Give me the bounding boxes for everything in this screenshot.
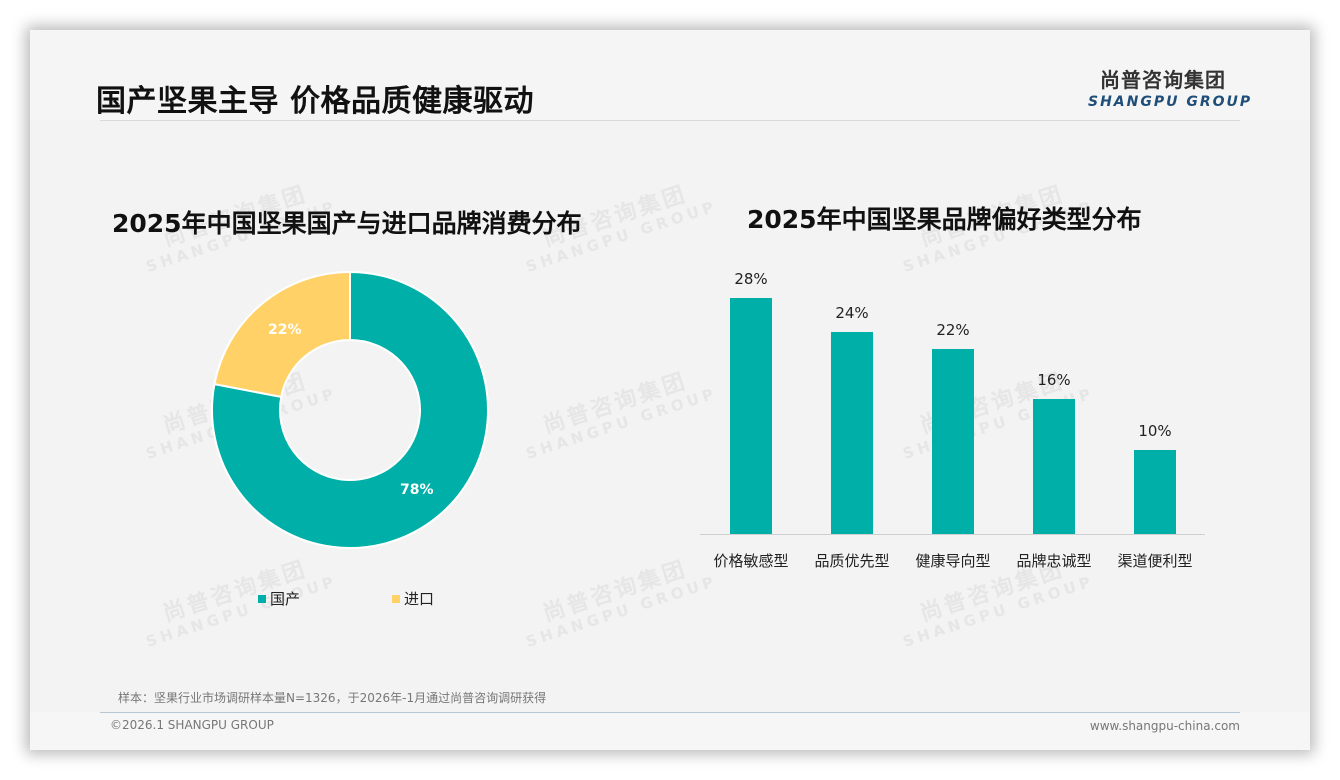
source-note: 样本：坚果行业市场调研样本量N=1326，于2026年-1月通过尚普咨询调研获得: [118, 691, 547, 705]
bar-category-label: 健康导向型: [915, 552, 991, 570]
header-band: [30, 30, 1310, 120]
bar-category-label: 品牌忠诚型: [1016, 552, 1092, 570]
bar-category-label: 渠道便利型: [1117, 552, 1193, 570]
donut-chart: [211, 270, 489, 549]
bar: [1134, 449, 1176, 534]
bar-value-label: 28%: [734, 269, 768, 288]
bar: [1033, 399, 1075, 534]
legend-swatch-teal: [258, 594, 266, 603]
bar-value-label: 24%: [835, 303, 869, 322]
slice-label-domestic: 78%: [400, 482, 434, 498]
slide: 尚普咨询集团 SHANGPU GROUP 尚普咨询集团 SHANGPU GROUP …: [30, 30, 1310, 750]
legend-item-imported: 进口: [392, 588, 434, 609]
donut-slice-0: [211, 270, 489, 549]
legend-label: 国产: [270, 590, 301, 608]
bar: [831, 331, 873, 534]
donut-slice-1: [213, 270, 351, 399]
footer-band: [30, 712, 1310, 750]
bar-value-label: 10%: [1138, 421, 1172, 440]
legend-item-domestic: 国产: [258, 588, 300, 609]
copyright-text: ©2026.1 SHANGPU GROUP: [110, 718, 274, 732]
bar: [730, 297, 772, 534]
bar-category-label: 价格敏感型: [713, 552, 789, 570]
donut-chart-title: 2025年中国坚果国产与进口品牌消费分布: [112, 209, 582, 238]
logo-cn-text: 尚普咨询集团: [1100, 68, 1226, 92]
bar: [932, 348, 974, 534]
page-title: 国产坚果主导 价格品质健康驱动: [96, 84, 534, 119]
legend-label: 进口: [404, 590, 435, 608]
title-divider: [100, 120, 1240, 121]
legend-swatch-yellow: [392, 594, 400, 603]
company-logo: 尚普咨询集团 SHANGPU GROUP: [1088, 64, 1253, 110]
slice-label-imported: 22%: [268, 322, 302, 338]
bar-chart-title: 2025年中国坚果品牌偏好类型分布: [747, 205, 1142, 234]
x-axis-line: [700, 534, 1205, 535]
footer-divider: [100, 712, 1240, 713]
bar-category-label: 品质优先型: [814, 552, 890, 570]
logo-en-text: SHANGPU GROUP: [1088, 94, 1253, 110]
bar-value-label: 22%: [936, 320, 970, 339]
bar-value-label: 16%: [1037, 371, 1071, 390]
website-link[interactable]: www.shangpu-china.com: [1089, 719, 1240, 733]
